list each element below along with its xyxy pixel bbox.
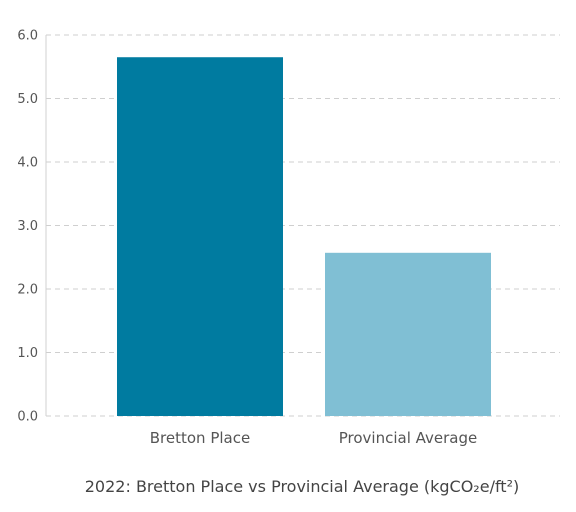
bars [117, 57, 491, 416]
y-tick-label: 4.0 [17, 156, 38, 171]
y-axis-ticks: 0.0 1.0 2.0 3.0 4.0 5.0 6.0 [17, 29, 38, 425]
bar-bretton-place [117, 57, 283, 416]
y-tick-label: 5.0 [17, 92, 38, 107]
x-axis-labels: Bretton Place Provincial Average [150, 429, 477, 447]
chart-title: 2022: Bretton Place vs Provincial Averag… [85, 477, 519, 496]
x-category-label: Provincial Average [339, 429, 478, 447]
y-tick-label: 0.0 [17, 410, 38, 425]
x-category-label: Bretton Place [150, 429, 250, 447]
y-tick-label: 6.0 [17, 29, 38, 44]
y-tick-label: 1.0 [17, 346, 38, 361]
y-tick-label: 3.0 [17, 219, 38, 234]
bar-provincial-average [325, 252, 491, 416]
y-tick-label: 2.0 [17, 283, 38, 298]
